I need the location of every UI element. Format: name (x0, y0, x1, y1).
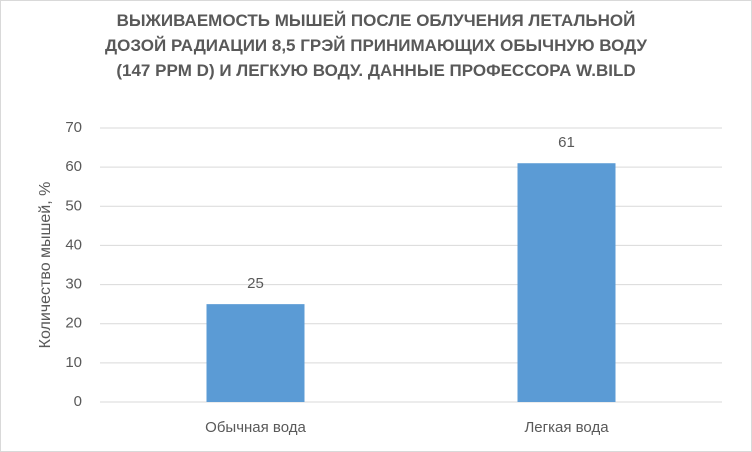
x-tick-label: Обычная вода (205, 419, 306, 436)
chart-title: ВЫЖИВАЕМОСТЬ МЫШЕЙ ПОСЛЕ ОБЛУЧЕНИЯ ЛЕТАЛ… (105, 11, 647, 80)
y-axis-label: Количество мышей, % (37, 182, 54, 349)
y-tick-label: 70 (65, 119, 82, 136)
bar (517, 163, 616, 402)
y-tick-label: 60 (65, 158, 82, 175)
y-tick-label: 30 (65, 276, 82, 293)
data-label: 61 (558, 134, 575, 151)
y-tick-label: 40 (65, 236, 82, 253)
y-tick-label: 10 (65, 354, 82, 371)
data-label: 25 (247, 275, 264, 292)
x-tick-label: Легкая вода (524, 419, 609, 436)
bar (206, 304, 305, 402)
y-tick-label: 20 (65, 315, 82, 332)
y-tick-label: 50 (65, 197, 82, 214)
y-tick-label: 0 (74, 393, 82, 410)
